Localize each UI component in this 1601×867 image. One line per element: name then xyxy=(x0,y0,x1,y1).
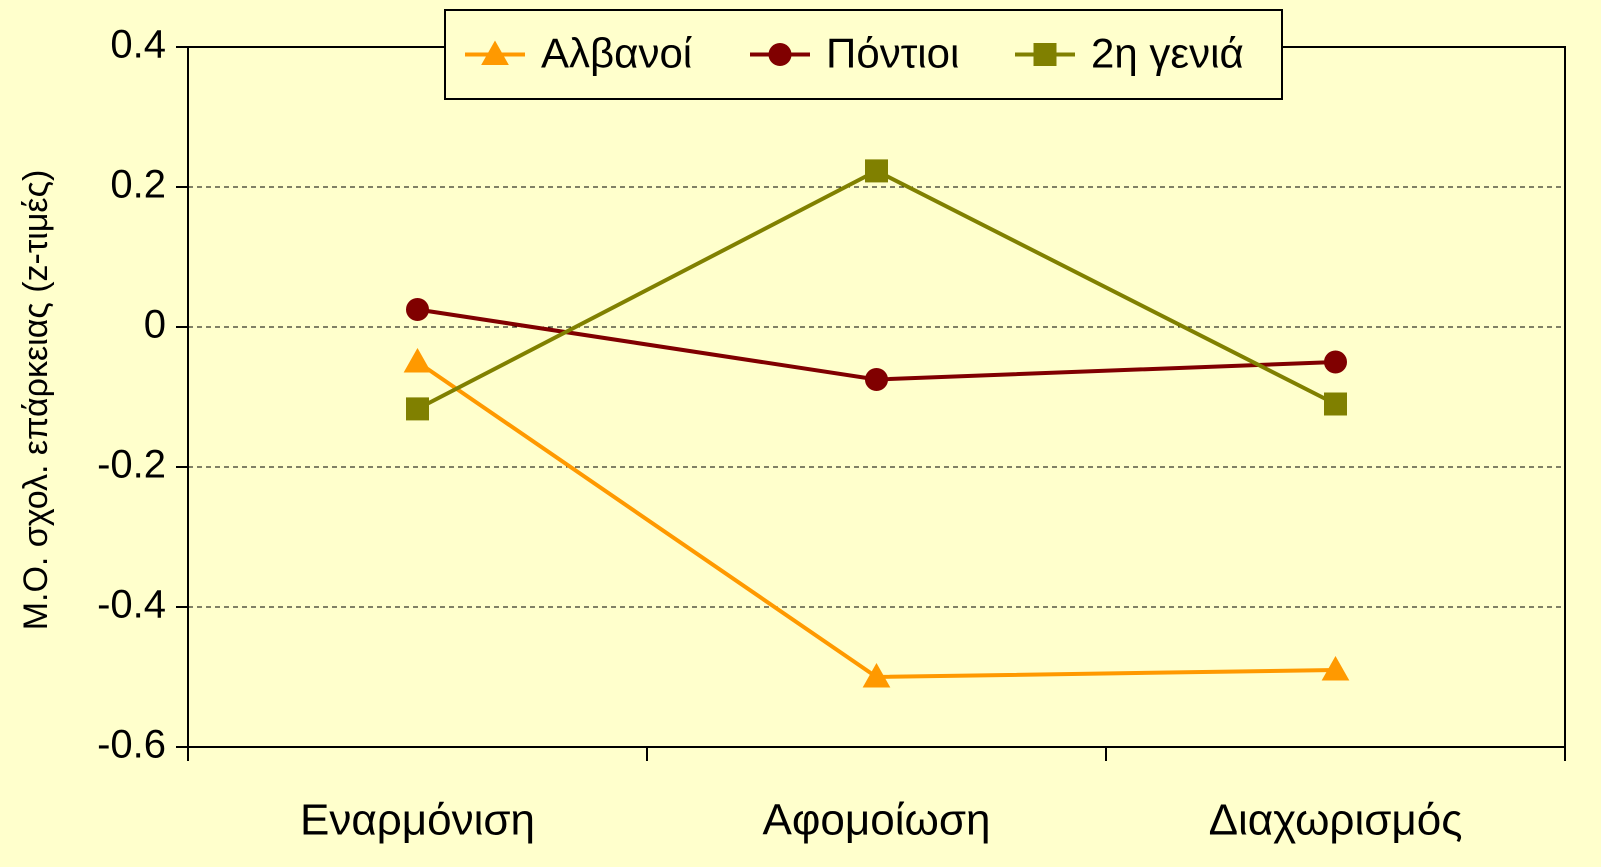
y-tick-label: 0 xyxy=(144,303,166,347)
data-point xyxy=(1324,350,1347,374)
x-tick-label: Διαχωρισμός xyxy=(1209,796,1463,845)
legend-box xyxy=(444,9,1283,100)
data-point xyxy=(403,347,432,373)
data-point xyxy=(865,159,888,183)
y-tick-label: 0.2 xyxy=(110,163,166,207)
legend-label: Πόντιοι xyxy=(826,30,959,77)
data-point xyxy=(406,397,429,421)
y-tick-label: -0.2 xyxy=(97,443,166,487)
x-tick-label: Αφομοίωση xyxy=(763,796,991,845)
legend-label: 2η γενιά xyxy=(1091,30,1244,77)
legend-marker xyxy=(1033,43,1057,66)
data-point xyxy=(1321,655,1350,681)
y-tick-label: -0.6 xyxy=(97,723,166,767)
y-axis-label: Μ.Ο. σχολ. επάρκειας (z-τιμές) xyxy=(17,170,55,631)
legend-marker xyxy=(481,40,509,65)
legend-label: Αλβανοί xyxy=(541,30,692,77)
data-point xyxy=(406,298,429,321)
y-tick-label: 0.4 xyxy=(110,23,166,67)
y-tick-label: -0.4 xyxy=(97,583,166,627)
data-point xyxy=(865,368,888,391)
data-point xyxy=(862,662,891,688)
legend-marker xyxy=(768,43,792,66)
x-tick-label: Εναρμόνιση xyxy=(300,796,535,845)
data-point xyxy=(1324,392,1347,416)
